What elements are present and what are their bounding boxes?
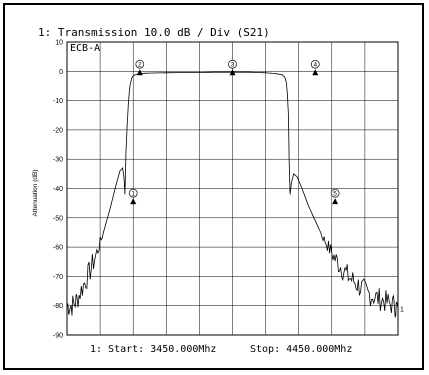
marker-triangle bbox=[130, 198, 137, 205]
marker-label: 1 bbox=[131, 191, 135, 198]
y-tick-label: -80 bbox=[53, 303, 63, 310]
marker-circle bbox=[310, 59, 320, 69]
y-tick-labels: 10 0 -10 -20 -30 -40 -50 -60 -70 -80 -90 bbox=[53, 40, 63, 340]
marker-triangle bbox=[312, 69, 319, 76]
chart-title: 1: Transmission 10.0 dB / Div (S21) bbox=[38, 26, 270, 39]
marker-4: 4 bbox=[310, 59, 320, 76]
marker-label: 3 bbox=[231, 62, 235, 69]
marker-5: 5 bbox=[330, 188, 340, 205]
y-tick-label: -70 bbox=[53, 274, 63, 281]
marker-3: 3 bbox=[228, 59, 237, 76]
y-tick-label: -20 bbox=[53, 127, 63, 134]
marker-triangle bbox=[332, 198, 339, 205]
y-tick-label: -30 bbox=[53, 157, 63, 164]
instrument-frame bbox=[3, 3, 424, 370]
footer-start: 1: Start: 3450.000Mhz bbox=[90, 344, 216, 355]
y-tick-label: -10 bbox=[53, 98, 63, 105]
trace-label: ECB-A bbox=[70, 43, 100, 54]
y-tick-label: 0 bbox=[59, 69, 63, 76]
y-tick-label: -60 bbox=[53, 245, 63, 252]
y-axis-label: Attenuation (dB) bbox=[32, 170, 39, 217]
marker-circle bbox=[135, 59, 145, 69]
marker-label: 2 bbox=[138, 62, 142, 69]
y-tick-label: -90 bbox=[53, 333, 63, 340]
marker-label: 4 bbox=[313, 62, 317, 69]
y-tick-label: -50 bbox=[53, 215, 63, 222]
marker-2: 2 bbox=[135, 59, 145, 76]
y-tick-label: -40 bbox=[53, 186, 63, 193]
marker-triangle bbox=[136, 69, 143, 76]
marker-circle bbox=[128, 188, 138, 198]
marker-label: 5 bbox=[333, 191, 337, 198]
footer-stop: Stop: 4450.000Mhz bbox=[250, 344, 352, 355]
marker-triangle bbox=[229, 69, 236, 76]
marker-1: 1 bbox=[128, 188, 138, 205]
markers: 1 2 3 4 5 bbox=[128, 59, 340, 205]
y-tick-label: 10 bbox=[55, 40, 63, 47]
chart-grid bbox=[66, 41, 399, 336]
trace-line bbox=[66, 71, 399, 318]
end-marker-label: 1 bbox=[400, 307, 404, 314]
marker-circle bbox=[330, 188, 340, 198]
marker-circle bbox=[228, 59, 237, 69]
